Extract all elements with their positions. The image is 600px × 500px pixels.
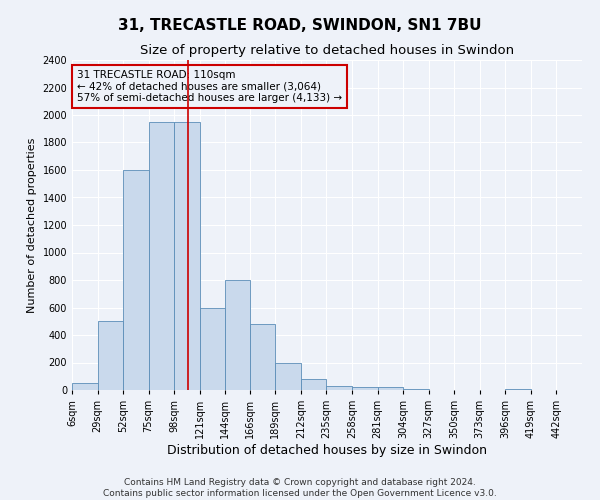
Bar — [326, 386, 352, 390]
Y-axis label: Number of detached properties: Number of detached properties — [27, 138, 37, 312]
Bar — [226, 280, 250, 390]
Bar — [174, 122, 200, 390]
Bar — [123, 170, 149, 390]
Bar — [149, 122, 174, 390]
Bar — [352, 387, 377, 390]
Bar — [98, 322, 123, 390]
Text: 31, TRECASTLE ROAD, SWINDON, SN1 7BU: 31, TRECASTLE ROAD, SWINDON, SN1 7BU — [118, 18, 482, 32]
Title: Size of property relative to detached houses in Swindon: Size of property relative to detached ho… — [140, 44, 514, 58]
Bar — [200, 308, 226, 390]
Bar — [250, 324, 275, 390]
Bar — [275, 362, 301, 390]
Text: Contains HM Land Registry data © Crown copyright and database right 2024.
Contai: Contains HM Land Registry data © Crown c… — [103, 478, 497, 498]
Bar — [377, 387, 403, 390]
X-axis label: Distribution of detached houses by size in Swindon: Distribution of detached houses by size … — [167, 444, 487, 457]
Text: 31 TRECASTLE ROAD: 110sqm
← 42% of detached houses are smaller (3,064)
57% of se: 31 TRECASTLE ROAD: 110sqm ← 42% of detac… — [77, 70, 342, 103]
Bar — [301, 379, 326, 390]
Bar — [72, 383, 98, 390]
